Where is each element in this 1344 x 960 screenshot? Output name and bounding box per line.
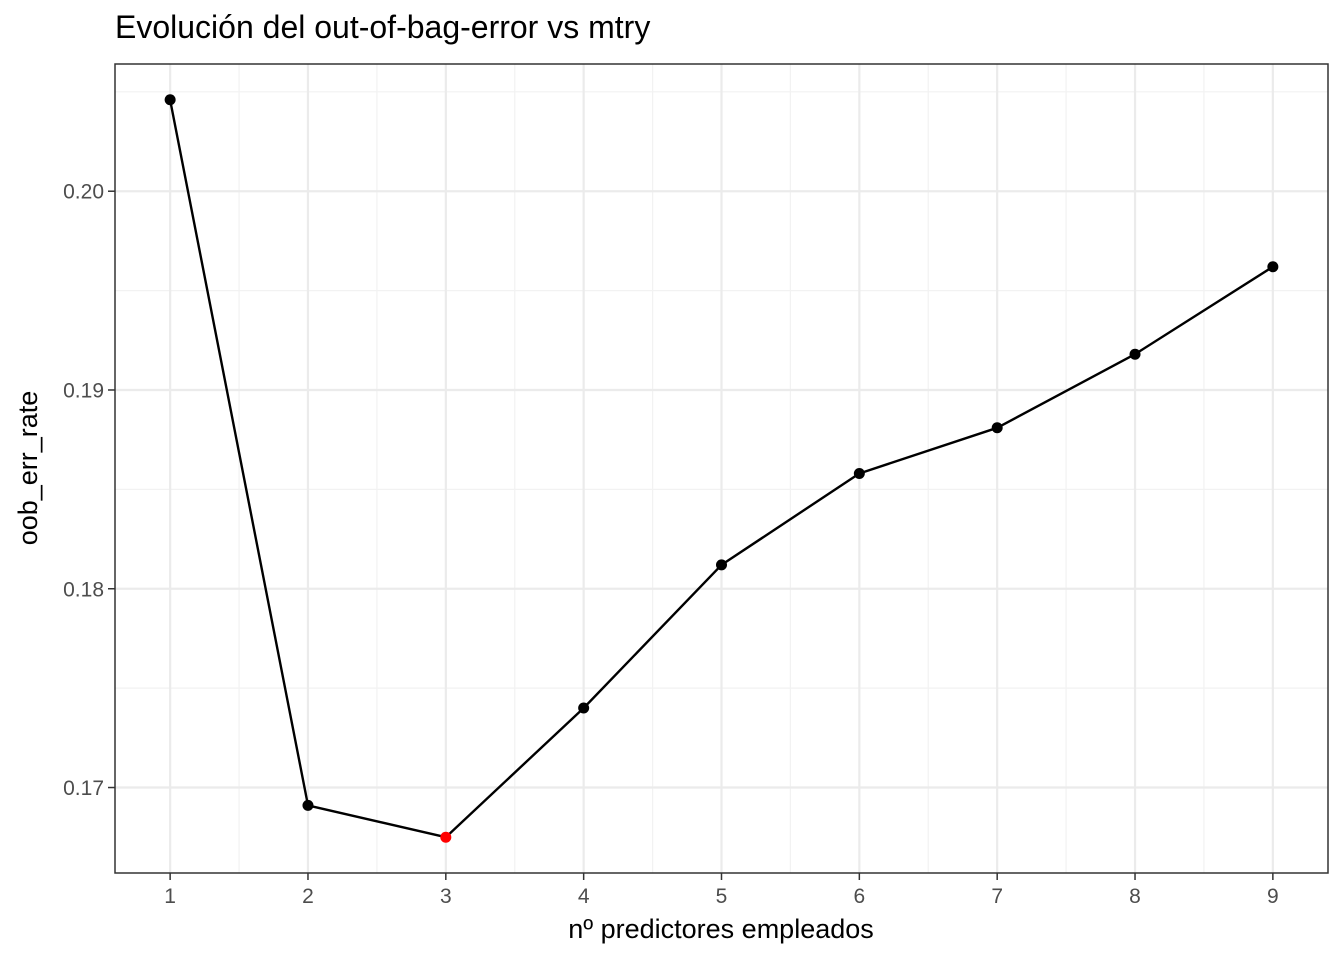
data-point: [716, 559, 727, 571]
x-tick-label: 3: [440, 885, 452, 908]
x-tick-label: 2: [302, 885, 314, 908]
x-axis-title: nº predictores empleados: [568, 914, 874, 944]
axis-ticks: [108, 190, 1274, 880]
x-tick-label: 1: [164, 885, 176, 908]
data-point: [991, 422, 1003, 434]
x-tick-label: 6: [853, 885, 865, 908]
y-tick-label: 0.17: [63, 777, 104, 800]
x-axis-tick-labels: 1 2 3 4 5 6 7 8 9: [164, 885, 1278, 908]
x-tick-label: 5: [716, 885, 728, 908]
data-point: [1267, 261, 1279, 273]
y-tick-label: 0.20: [63, 181, 104, 204]
data-point: [853, 467, 865, 479]
x-tick-label: 7: [991, 885, 1003, 908]
x-tick-label: 4: [578, 885, 590, 908]
data-point: [578, 702, 590, 714]
data-point: [302, 799, 314, 811]
series-layer: [164, 94, 1279, 843]
x-tick-label: 9: [1267, 885, 1279, 908]
y-tick-label: 0.19: [63, 379, 104, 402]
x-tick-label: 8: [1129, 885, 1141, 908]
data-point-minimum: [440, 831, 452, 843]
y-tick-label: 0.18: [63, 578, 104, 601]
y-axis-tick-labels: 0.17 0.18 0.19 0.20: [63, 181, 104, 800]
data-point: [164, 94, 176, 106]
data-point: [1129, 348, 1141, 360]
chart-title: Evolución del out-of-bag-error vs mtry: [115, 9, 650, 45]
y-axis-title: oob_err_rate: [13, 391, 43, 546]
